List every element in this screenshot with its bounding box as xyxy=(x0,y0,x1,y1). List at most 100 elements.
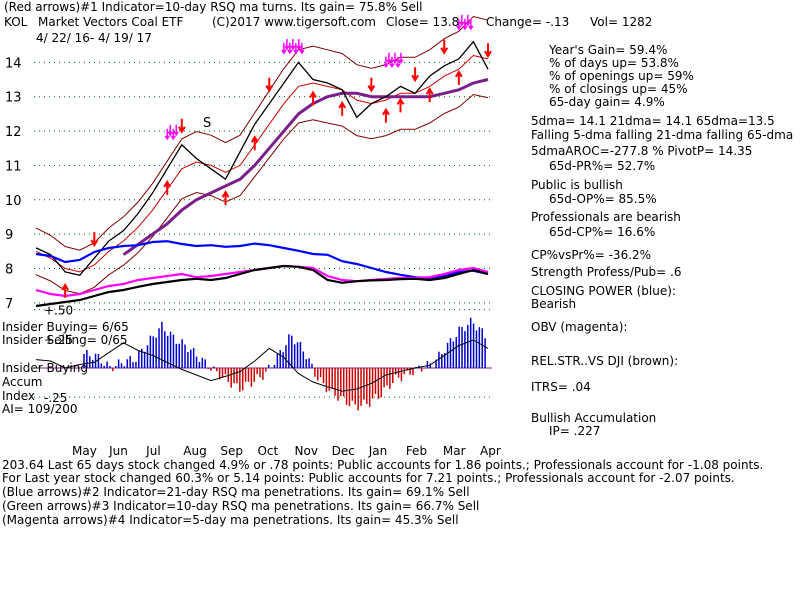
insider-buying-label: Insider Buying xyxy=(2,361,88,375)
y-tick-label: 7 xyxy=(5,297,13,312)
x-tick-label: May xyxy=(72,444,97,458)
price-line xyxy=(35,40,489,277)
x-tick-label: Apr xyxy=(480,444,501,458)
header-ticker: KOL xyxy=(4,15,28,29)
magenta-arrow xyxy=(293,42,299,55)
closing-power-status: Bearish xyxy=(531,297,577,311)
x-tick-label: Jul xyxy=(145,444,160,458)
buy-arrow xyxy=(250,135,259,151)
lower-band xyxy=(35,93,489,295)
aroc-pivot: 5dmaAROC=-277.8 % PivotP= 14.35 xyxy=(531,144,753,158)
accumulation-histogram xyxy=(83,317,486,411)
sell-arrow xyxy=(367,77,376,93)
sell-arrow xyxy=(411,67,419,83)
magenta-arrow xyxy=(299,42,305,55)
itrs-value: ITRS= .04 xyxy=(531,380,591,394)
sell-arrow xyxy=(440,39,449,55)
magenta-arrow xyxy=(468,18,474,31)
bullish-accumulation: Bullish Accumulation xyxy=(531,411,657,425)
magenta-arrow xyxy=(459,14,465,27)
pr65: 65d-PR%= 52.7% xyxy=(549,159,656,173)
magenta-arrow xyxy=(462,18,468,31)
gain-65day: 65-day gain= 4.9% xyxy=(549,95,665,109)
buy-arrow xyxy=(425,87,434,103)
signal-arrows xyxy=(61,14,492,298)
magenta-arrow xyxy=(173,124,179,137)
y-tick-label: 11 xyxy=(5,159,22,174)
header-close: Close= 13.8 xyxy=(386,15,460,29)
accum-ma-line xyxy=(35,339,489,392)
header-change: Change= -.13 xyxy=(486,15,570,29)
public-status: Public is bullish xyxy=(531,178,623,192)
x-tick-label: Dec xyxy=(332,444,355,458)
y-tick-label: 14 xyxy=(5,56,22,71)
sell-arrow xyxy=(177,118,186,134)
insider-buying: Insider Buying= 6/65 xyxy=(2,320,129,334)
relstr-label: REL.STR..VS DJI (brown): xyxy=(531,354,679,368)
obv-line xyxy=(35,264,489,298)
magenta-arrow xyxy=(383,56,389,69)
ma21-line xyxy=(35,54,489,273)
magenta-arrow xyxy=(170,128,176,141)
days-up: % of days up= 53.8% xyxy=(549,56,679,70)
relstr-line xyxy=(35,264,489,308)
magenta-arrow xyxy=(287,42,293,55)
buy-arrow xyxy=(396,97,405,113)
x-tick-label: Jan xyxy=(368,444,388,458)
header-name: Market Vectors Coal ETF xyxy=(38,15,184,29)
magenta-arrow xyxy=(386,52,392,65)
op65: 65d-OP%= 85.5% xyxy=(549,192,657,206)
sell-arrow xyxy=(265,77,274,93)
magenta-arrow xyxy=(465,14,471,27)
series-lines xyxy=(35,15,489,392)
footer-line1: 203.64 Last 65 days stock changed 4.9% o… xyxy=(2,458,764,472)
strength-ratio: Strength Profess/Pub= .6 xyxy=(531,265,682,279)
buy-arrow xyxy=(382,107,390,123)
professionals-status: Professionals are bearish xyxy=(531,210,681,224)
dma-values: 5dma= 14.1 21dma= 14.1 65dma=13.5 xyxy=(531,114,775,128)
footer-line5: (Magenta arrows)#4 Indicator=5-day ma pe… xyxy=(2,513,459,527)
header-vol: Vol= 1282 xyxy=(590,15,653,29)
sell-arrow xyxy=(90,232,99,248)
accum-tick-label: +.25 xyxy=(44,333,73,347)
ip-value: IP= .227 xyxy=(549,424,601,438)
years-gain: Year's Gain= 59.4% xyxy=(549,43,668,57)
y-tick-label: 10 xyxy=(5,194,22,209)
x-tick-label: Aug xyxy=(183,444,206,458)
cp65: 65d-CP%= 16.6% xyxy=(549,225,656,239)
magenta-arrow xyxy=(389,56,395,69)
footer-line3: (Blue arrows)#2 Indicator=21-day RSQ ma … xyxy=(2,485,470,499)
magenta-arrow xyxy=(290,38,296,51)
ai-value: AI= 109/200 xyxy=(2,402,78,416)
closing-power-label: CLOSING POWER (blue): xyxy=(531,284,676,298)
footer-line4: (Green arrows)#3 Indicator=10-day RSQ ma… xyxy=(2,499,480,513)
y-tick-label: 9 xyxy=(5,228,13,243)
accum-label: Accum xyxy=(2,375,43,389)
accum-tick-label: -.25 xyxy=(44,391,67,405)
magenta-arrow xyxy=(164,128,170,141)
buy-arrow xyxy=(309,90,317,106)
buy-arrow xyxy=(61,282,70,298)
magenta-arrow xyxy=(296,38,302,51)
accum-tick-label: +.50 xyxy=(44,304,73,318)
ma65-line xyxy=(122,78,489,256)
index-label: Index xyxy=(2,389,36,403)
x-tick-label: Mar xyxy=(443,444,466,458)
closing-power-line xyxy=(35,240,489,280)
insider-selling: Insider Selling= 0/65 xyxy=(2,333,128,347)
buy-arrow xyxy=(221,190,230,206)
header-date-range: 4/ 22/ 16- 4/ 19/ 17 xyxy=(36,31,152,45)
magenta-arrow xyxy=(284,38,290,51)
sell-arrow xyxy=(484,43,492,59)
buy-arrow xyxy=(338,100,347,116)
openings-up: % of openings up= 59% xyxy=(549,69,694,83)
y-tick-label: 8 xyxy=(5,262,13,277)
cp-vs-pr: CP%vsPr%= -36.2% xyxy=(531,248,652,262)
x-tick-label: Sep xyxy=(220,444,243,458)
magenta-arrow xyxy=(456,18,462,31)
falling-dma: Falling 5-dma falling 21-dma falling 65-… xyxy=(531,128,794,142)
s-marker: S xyxy=(203,116,212,131)
x-tick-label: Jun xyxy=(108,444,128,458)
magenta-arrow xyxy=(281,42,287,55)
header-indicator1: (Red arrows)#1 Indicator=10-day RSQ ma t… xyxy=(4,0,423,14)
